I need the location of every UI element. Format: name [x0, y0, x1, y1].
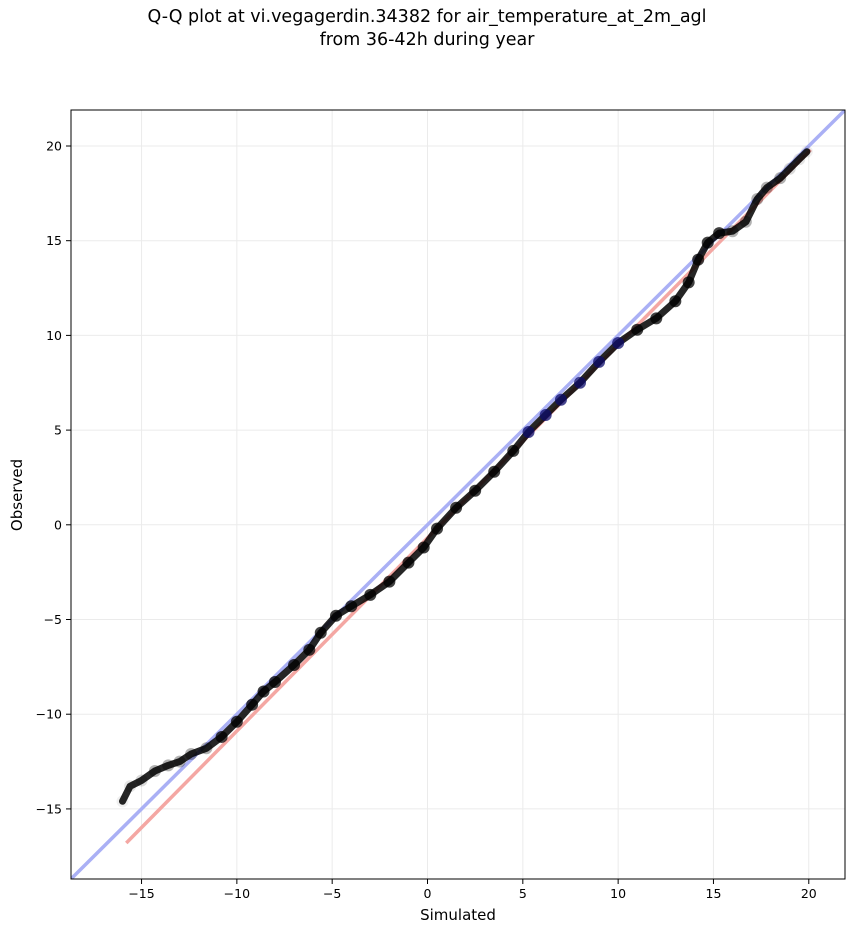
quantile-point — [148, 765, 161, 778]
quantile-point — [760, 181, 773, 194]
quantile-point — [713, 227, 726, 240]
y-axis-label: Observed — [8, 459, 26, 531]
quantile-point — [682, 276, 695, 289]
quantile-point — [162, 759, 175, 772]
y-tick-label: 15 — [46, 233, 62, 248]
quantile-point — [116, 795, 129, 808]
quantile-point — [303, 643, 316, 656]
y-tick-label: 10 — [46, 328, 62, 343]
x-tick-label: 5 — [519, 886, 527, 901]
quantile-point — [800, 145, 813, 158]
quantile-point — [345, 600, 358, 613]
quantile-point — [793, 153, 806, 166]
quantile-point — [469, 484, 482, 497]
y-tick-label: −5 — [44, 612, 62, 627]
y-tick-label: −15 — [36, 801, 62, 816]
quantile-point — [751, 193, 764, 206]
chart-title-line2: from 36-42h during year — [319, 30, 535, 50]
quantile-point — [417, 541, 430, 554]
quantile-point — [726, 225, 739, 238]
quantile-point — [650, 312, 663, 325]
quantile-point — [383, 575, 396, 588]
quantile-point — [669, 295, 682, 308]
quantile-point — [173, 755, 186, 768]
y-tick-label: 5 — [54, 423, 62, 438]
quantile-point — [124, 780, 137, 793]
quantile-point — [402, 556, 415, 569]
quantile-point — [288, 658, 301, 671]
y-tick-label: −10 — [36, 707, 62, 722]
chart-title-line1: Q-Q plot at vi.vegagerdin.34382 for air_… — [147, 7, 707, 27]
quantile-point — [631, 323, 644, 336]
x-tick-label: −5 — [323, 886, 341, 901]
quantile-point — [774, 172, 787, 185]
quantile-point — [701, 236, 714, 249]
y-tick-label: 20 — [46, 138, 62, 153]
quantile-point — [257, 685, 270, 698]
quantile-point — [431, 522, 444, 535]
quantile-point — [574, 376, 587, 389]
x-tick-label: 0 — [424, 886, 432, 901]
quantile-point — [488, 465, 501, 478]
quantile-point — [314, 626, 327, 639]
quantile-point — [230, 715, 243, 728]
quantile-point — [268, 676, 281, 689]
y-tick-label: 0 — [54, 517, 62, 532]
grid — [71, 110, 845, 879]
quantile-point — [329, 609, 342, 622]
quantile-point — [246, 698, 259, 711]
quantile-point — [783, 162, 796, 175]
quantile-point — [539, 408, 552, 421]
x-tick-label: 15 — [706, 886, 722, 901]
quantile-point — [554, 393, 567, 406]
quantile-point — [450, 501, 463, 514]
x-tick-label: 20 — [801, 886, 817, 901]
quantile-point — [185, 747, 198, 760]
quantile-point — [522, 425, 535, 438]
quantile-point — [135, 774, 148, 787]
x-axis-label: Simulated — [420, 906, 496, 924]
plot-frame — [70, 109, 846, 880]
chart-title: Q-Q plot at vi.vegagerdin.34382 for air_… — [0, 6, 854, 52]
quantile-point — [215, 730, 228, 743]
x-tick-label: −15 — [128, 886, 154, 901]
x-tick-label: −10 — [224, 886, 250, 901]
quantile-point — [507, 444, 520, 457]
quantile-point — [593, 355, 606, 368]
quantile-band — [119, 148, 811, 805]
quantile-point — [200, 742, 213, 755]
quantile-point — [612, 336, 625, 349]
quantile-point — [364, 588, 377, 601]
quantile-point — [692, 253, 705, 266]
x-tick-label: 10 — [610, 886, 626, 901]
quantile-point — [739, 215, 752, 228]
reference-line — [71, 110, 845, 879]
